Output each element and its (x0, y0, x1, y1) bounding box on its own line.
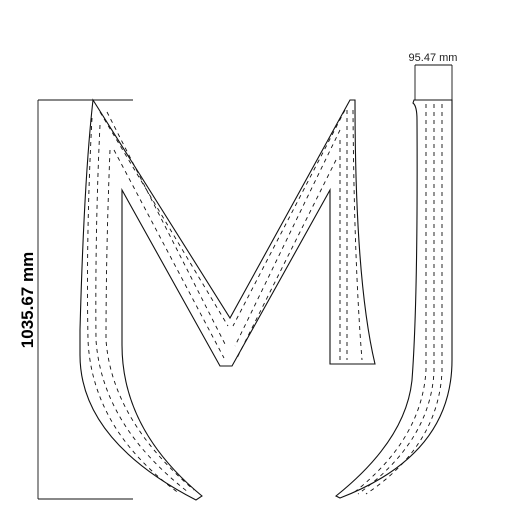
letter-m-stitch-line (232, 109, 346, 327)
width-dimension-label: 95.47 mm (409, 52, 458, 64)
letter-m-stitch-line (106, 111, 227, 347)
letter-m-stitch-line (113, 149, 225, 359)
letter-j-outline (334, 99, 453, 499)
width-dimension: 95.47 mm (409, 52, 458, 100)
letter-j (334, 99, 453, 499)
letter-j-stitch-line (357, 104, 435, 495)
letter-j-stitch-line (365, 104, 443, 495)
letter-m-outline (79, 98, 376, 501)
letter-j-stitch-line (351, 104, 427, 495)
height-dimension-label: 1035.67 mm (18, 252, 37, 348)
letter-m-stitch-line (234, 129, 341, 347)
letter-m-stitch-line (352, 109, 363, 361)
letter-m-stitch-line (95, 124, 189, 493)
letter-m-stitch-line (87, 117, 181, 495)
letter-m-stitch-line (236, 159, 337, 359)
letter-m-stitch-line (99, 111, 229, 327)
height-dimension: 1035.67 mm (18, 99, 133, 500)
letter-m-stitch-line (105, 149, 195, 491)
letter-m (79, 98, 376, 501)
